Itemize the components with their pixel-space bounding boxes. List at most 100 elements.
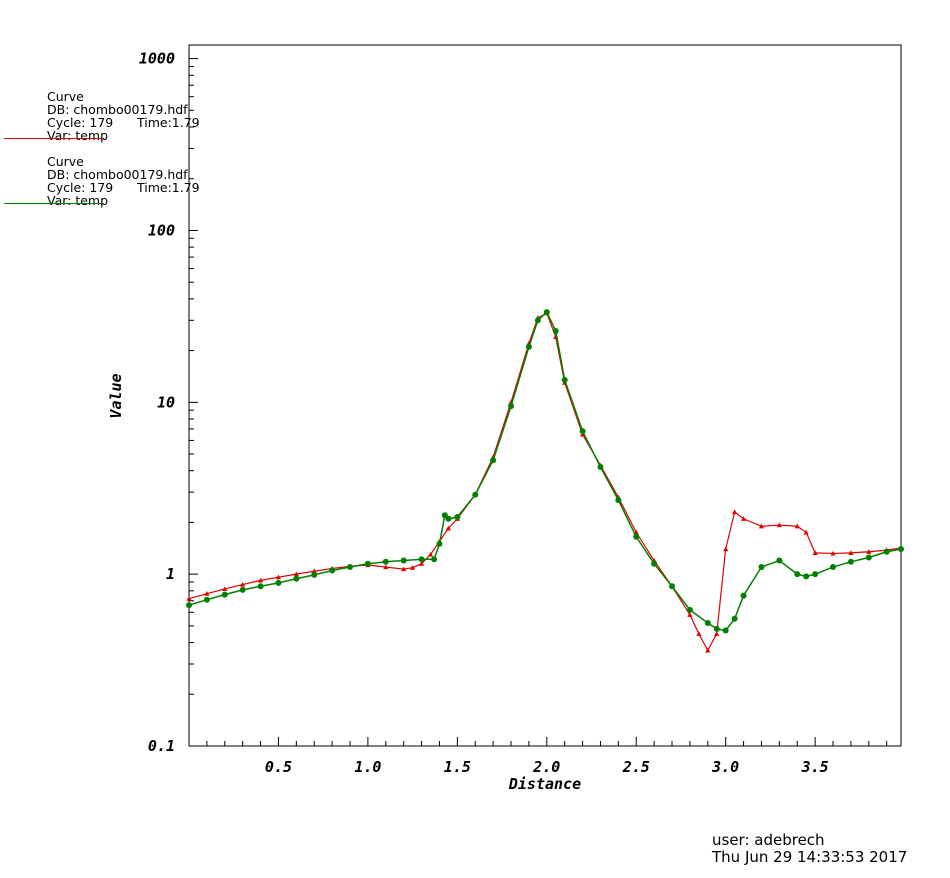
data-point [812, 571, 819, 578]
data-point [794, 523, 800, 529]
y-tick-label: 1000 [139, 50, 175, 68]
x-tick-label: 3.5 [801, 758, 829, 776]
data-point [740, 592, 747, 599]
data-point [410, 565, 416, 570]
data-point [803, 529, 809, 535]
data-point [257, 577, 264, 583]
data-point [454, 514, 461, 521]
data-point [364, 560, 371, 567]
data-point [275, 574, 282, 580]
data-point [830, 564, 837, 571]
plot-frame [188, 44, 902, 747]
data-point [293, 571, 299, 577]
data-point [866, 549, 872, 554]
legend-title: Curve [47, 154, 84, 169]
data-point [204, 591, 210, 596]
series-line [188, 310, 902, 632]
series-2 [186, 309, 904, 634]
data-point [240, 581, 246, 587]
data-point [383, 564, 389, 570]
x-tick-label: 2.5 [622, 758, 650, 776]
data-point [705, 647, 711, 653]
data-point [722, 627, 729, 634]
data-point [865, 554, 872, 561]
data-point [275, 579, 282, 586]
data-point [732, 509, 738, 515]
data-point [597, 464, 604, 471]
data-point [687, 612, 693, 617]
data-point [186, 602, 192, 609]
data-point [883, 548, 890, 555]
legend-db: DB: chombo00179.hdf [47, 102, 188, 117]
legend-entry-1: Curve DB: chombo00179.hdf Cycle: 179 Tim… [47, 89, 200, 143]
data-point [257, 583, 264, 590]
data-point [525, 343, 532, 350]
data-point [311, 568, 317, 574]
legend-db: DB: chombo00179.hdf [47, 167, 188, 182]
x-tick-label: 0.5 [265, 758, 292, 776]
x-tick-label: 2.0 [532, 758, 560, 776]
series-1 [186, 310, 904, 653]
data-point [696, 631, 702, 636]
x-axis-ticks: 0.5 1.0 1.5 2.0 2.5 3.0 3.5 [206, 737, 888, 776]
data-point [776, 522, 782, 528]
y-tick-label: 1 [166, 565, 175, 583]
data-point [186, 596, 192, 601]
data-point [898, 546, 904, 553]
data-point [803, 573, 810, 580]
data-point [552, 327, 559, 334]
data-point [615, 497, 622, 504]
data-point [490, 457, 497, 464]
data-point [758, 564, 765, 571]
series-layer [186, 309, 904, 653]
y-axis-title: Value [107, 373, 125, 418]
legend-var: Var: temp [47, 193, 109, 208]
footer-date: Thu Jun 29 14:33:53 2017 [712, 848, 908, 866]
x-tick-label: 1.0 [354, 758, 381, 776]
footer-info: user: adebrech Thu Jun 29 14:33:53 2017 [712, 832, 907, 866]
data-point [731, 615, 738, 622]
y-tick-label: 0.1 [148, 737, 175, 755]
data-point [418, 556, 425, 563]
data-point [633, 533, 640, 540]
legend-time: Time:1.79 [137, 115, 200, 130]
data-point [347, 564, 354, 571]
legend-var: Var: temp [47, 128, 109, 143]
data-point [239, 586, 246, 593]
data-point [830, 550, 836, 556]
data-point [794, 571, 801, 578]
legend-swatch-red [4, 138, 104, 139]
data-point [221, 591, 228, 598]
series-line [188, 312, 902, 652]
data-point [400, 557, 407, 564]
data-point [445, 515, 452, 522]
data-point [758, 523, 765, 529]
data-point [472, 491, 479, 498]
data-point [686, 606, 693, 613]
data-point [579, 428, 586, 435]
y-tick-label: 10 [157, 393, 175, 411]
legend-swatch-green [4, 203, 104, 204]
data-point [329, 567, 336, 574]
y-axis-ticks: 0.1 1 10 100 1000 [139, 50, 198, 755]
legend-cycle: Cycle: 179 [47, 180, 114, 195]
data-point [445, 525, 451, 531]
data-point [561, 376, 568, 383]
data-point [534, 317, 541, 324]
data-point [669, 583, 676, 590]
data-point [848, 550, 854, 555]
data-point [382, 558, 389, 565]
legend-title: Curve [47, 89, 84, 104]
data-point [713, 625, 720, 632]
data-point [311, 571, 318, 578]
data-point [714, 631, 720, 636]
data-point [508, 403, 515, 410]
data-point [203, 596, 210, 603]
x-tick-label: 3.0 [711, 758, 739, 776]
data-point [222, 586, 228, 592]
data-point [427, 551, 434, 557]
legend-entry-2: Curve DB: chombo00179.hdf Cycle: 179 Tim… [47, 154, 200, 208]
y-tick-label: 100 [148, 221, 175, 239]
data-point [543, 309, 550, 316]
